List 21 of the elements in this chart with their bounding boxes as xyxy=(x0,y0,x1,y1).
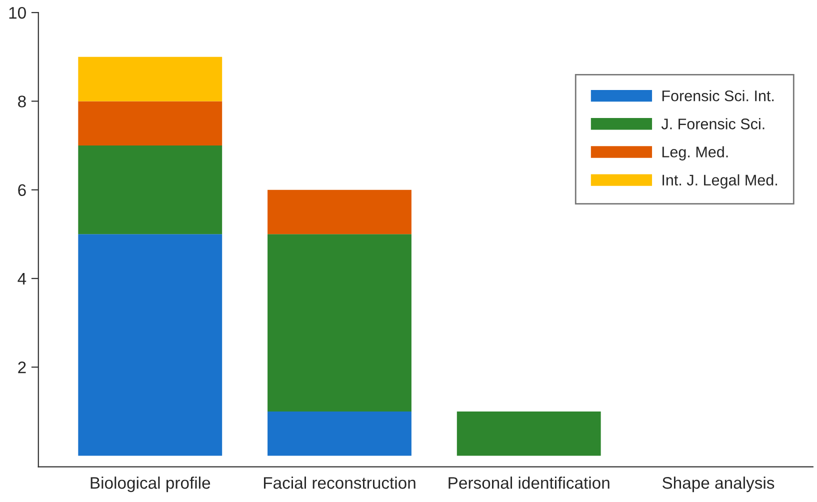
bar xyxy=(268,411,412,456)
x-tick-label: Personal identification xyxy=(448,476,610,489)
legend-label: Forensic Sci. Int. xyxy=(662,90,774,102)
y-tick-label: 10 xyxy=(9,6,26,19)
y-tick-label: 6 xyxy=(18,184,26,196)
bar xyxy=(78,234,222,456)
legend-label: Int. J. Legal Med. xyxy=(662,174,777,189)
x-tick-label: Facial reconstruction xyxy=(264,476,416,489)
bar xyxy=(78,146,222,234)
y-tick-label: 2 xyxy=(18,362,26,374)
bar xyxy=(78,56,222,102)
y-tick-label: 8 xyxy=(18,96,26,108)
bar xyxy=(268,234,412,412)
x-tick-label: Biological profile xyxy=(90,476,210,492)
x-tick-label: Shape analysis xyxy=(662,476,774,492)
y-tick-label: 4 xyxy=(18,273,26,285)
bar xyxy=(268,190,412,234)
legend-label: J. Forensic Sci. xyxy=(661,118,764,130)
bar xyxy=(456,411,601,456)
legend-label: Leg. Med. xyxy=(662,146,728,160)
bar xyxy=(78,101,222,146)
